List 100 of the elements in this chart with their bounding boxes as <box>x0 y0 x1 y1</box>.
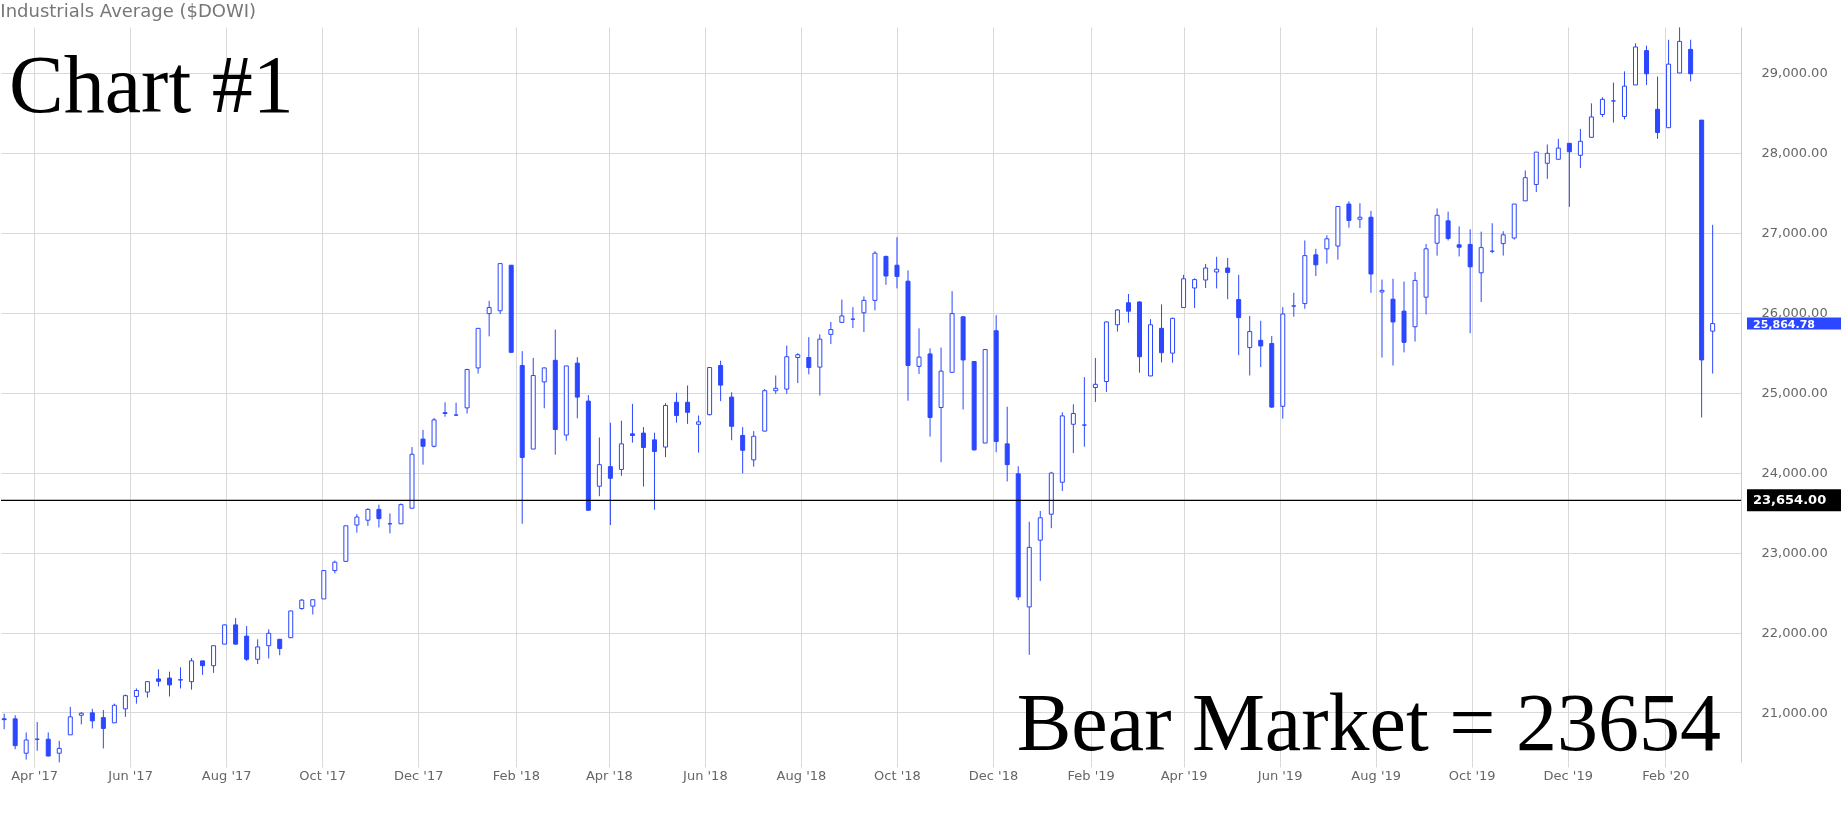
x-tick-label: Apr '19 <box>1160 767 1208 783</box>
candlestick <box>773 375 779 395</box>
annotation: Bear Market = 23654 <box>1016 677 1721 768</box>
y-tick-label: 25,000.00 <box>1761 385 1828 401</box>
candlestick <box>1655 76 1661 140</box>
candlestick <box>806 336 812 375</box>
candlestick <box>166 671 172 697</box>
candlestick <box>751 430 757 468</box>
candlestick <box>883 255 889 286</box>
x-tick-label: Oct '18 <box>874 767 921 783</box>
y-tick-label: 21,000.00 <box>1761 704 1828 720</box>
y-tick-label: 22,000.00 <box>1761 625 1828 641</box>
candlestick <box>178 666 184 689</box>
candlestick <box>1004 406 1010 482</box>
candlestick <box>1313 248 1319 277</box>
candlestick <box>1236 274 1242 356</box>
candlestick <box>1346 200 1352 229</box>
x-tick-label: Jun '17 <box>107 767 153 783</box>
candlestick <box>1610 82 1616 124</box>
candlestick <box>1379 279 1385 359</box>
candlestick <box>1203 263 1209 289</box>
x-tick-label: Feb '20 <box>1642 767 1690 783</box>
candlestick <box>376 504 382 528</box>
x-tick-label: Aug '17 <box>201 767 252 783</box>
y-tick-label: 24,000.00 <box>1761 465 1828 481</box>
x-tick-label: Jun '19 <box>1256 767 1303 783</box>
y-tick-label: 23,000.00 <box>1761 545 1828 561</box>
x-tick-label: Dec '17 <box>394 767 444 783</box>
candlestick <box>1599 96 1605 118</box>
candlestick <box>420 429 426 466</box>
candlestick <box>222 624 228 645</box>
candlestick <box>453 402 459 417</box>
candlestick <box>1544 144 1550 180</box>
candlestick <box>1225 257 1231 300</box>
candlestick <box>111 703 117 724</box>
candlestick <box>189 657 195 691</box>
candlestick <box>718 360 724 402</box>
candlestick <box>1566 142 1572 208</box>
candlestick <box>1710 224 1716 375</box>
candlestick <box>1214 256 1220 289</box>
candlestick <box>244 625 250 662</box>
ref-line-label: 23,654.00 <box>1753 492 1827 508</box>
x-tick-label: Dec '19 <box>1543 767 1593 783</box>
candlestick <box>67 706 73 736</box>
x-tick-label: Apr '17 <box>11 767 58 783</box>
candlestick <box>1500 230 1506 257</box>
x-tick-label: Feb '18 <box>492 767 541 783</box>
candlestick <box>1357 202 1363 229</box>
candlestick <box>23 731 29 761</box>
x-tick-label: Oct '19 <box>1448 767 1496 783</box>
candlestick <box>696 414 702 454</box>
candlestick <box>1555 138 1561 160</box>
candlestick <box>1192 277 1198 309</box>
annotation: Chart #1 <box>9 39 294 130</box>
candlestick <box>629 403 635 444</box>
x-tick-label: Aug '19 <box>1351 767 1401 783</box>
candlestick <box>1092 357 1098 403</box>
candlestick <box>1291 292 1297 318</box>
x-tick-label: Feb '19 <box>1067 767 1115 783</box>
candlestick <box>1125 293 1131 324</box>
x-tick-label: Dec '18 <box>968 767 1019 783</box>
candlestick <box>122 693 128 718</box>
candlestick <box>211 645 217 674</box>
chart-title: Industrials Average ($DOWI) <box>0 0 257 21</box>
x-tick-label: Aug '18 <box>776 767 827 783</box>
candlestick <box>1 713 7 730</box>
candlestick <box>354 513 360 534</box>
candlestick <box>685 385 691 425</box>
candlestick <box>45 731 51 757</box>
candlestick <box>266 628 272 659</box>
candlestick <box>828 321 834 345</box>
candlestick <box>541 367 547 409</box>
y-tick-label: 27,000.00 <box>1761 225 1828 241</box>
candlestick <box>1390 278 1396 367</box>
candlestick <box>861 295 867 333</box>
y-tick-label: 29,000.00 <box>1761 65 1828 81</box>
x-tick-label: Oct '17 <box>299 767 347 783</box>
candlestick <box>398 502 404 525</box>
candlestick <box>795 352 801 384</box>
candlestick <box>1114 308 1120 333</box>
candlestick <box>740 426 746 474</box>
candlestick <box>651 432 657 511</box>
candlestick <box>1522 169 1528 202</box>
candlestick <box>1456 225 1462 257</box>
candlestick <box>839 299 845 324</box>
candlestick <box>1588 102 1594 138</box>
candlestick <box>1467 228 1473 334</box>
candlestick <box>442 401 448 418</box>
candlestick <box>1081 376 1087 448</box>
candlestick <box>255 638 261 665</box>
candlestick <box>1070 403 1076 454</box>
candlestick <box>916 327 922 375</box>
candlestick <box>607 422 613 526</box>
candlestick <box>486 300 492 337</box>
candlestick <box>1258 320 1264 368</box>
candlestick <box>1037 510 1043 582</box>
x-tick-label: Apr '18 <box>585 767 633 783</box>
candlestick <box>1644 45 1650 86</box>
candlestick <box>100 709 106 749</box>
candlestick <box>56 740 62 763</box>
